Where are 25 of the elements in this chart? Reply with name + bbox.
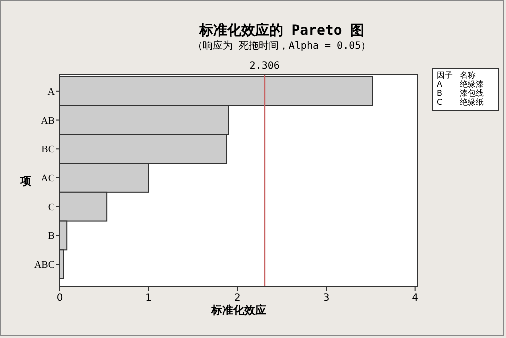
- text: 因子: [437, 71, 453, 80]
- y-tick-label: ABC: [34, 260, 56, 272]
- text: 漆包线: [460, 89, 484, 98]
- y-tick-label: BC: [42, 144, 56, 156]
- y-tick-label: B: [48, 231, 56, 242]
- chart-title: 标准化效应的 Pareto 图: [198, 22, 365, 39]
- text: C: [437, 98, 443, 107]
- text: 绝缘纸: [460, 98, 484, 107]
- y-axis-title: 项: [20, 175, 32, 188]
- x-axis-title: 标准化效应: [210, 304, 266, 317]
- x-tick-label: 2: [234, 293, 241, 304]
- chart-subtitle: （响应为 死拖时间，Alpha = 0.05）: [192, 40, 372, 52]
- text: 名称: [460, 71, 476, 80]
- text: A: [437, 80, 443, 89]
- x-tick-label: 1: [146, 293, 152, 304]
- y-tick-label: AC: [41, 174, 56, 184]
- text: B: [437, 89, 442, 98]
- y-tick-label: AB: [41, 116, 56, 127]
- y-tick-label: A: [48, 86, 56, 98]
- x-tick-label: 4: [412, 293, 419, 304]
- text: 绝缘漆: [460, 80, 484, 89]
- ref-line-label: 2.306: [250, 61, 280, 72]
- x-tick-label: 3: [323, 293, 330, 304]
- x-tick-label: 0: [56, 293, 64, 304]
- y-tick-label: C: [48, 202, 56, 214]
